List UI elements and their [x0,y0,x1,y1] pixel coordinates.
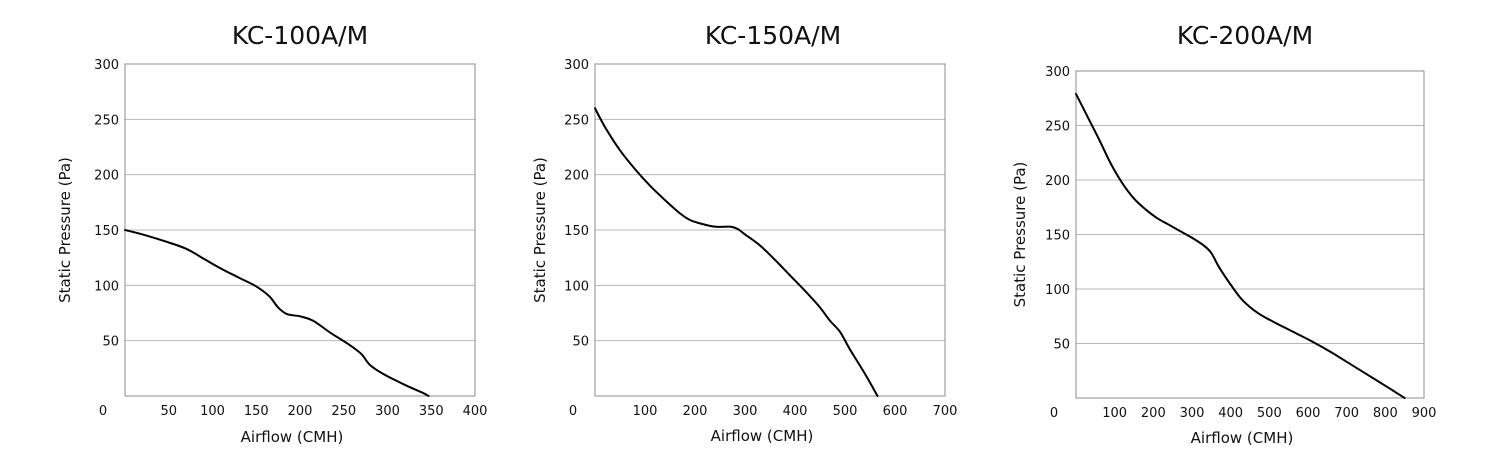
x-tick-label: 900 [1412,406,1437,421]
y-tick-label: 50 [1053,338,1070,353]
y-tick-label: 250 [94,113,119,128]
x-tick-label: 200 [288,404,313,419]
x-axis-label: Airflow (CMH) [241,428,344,446]
x-tick-label: 400 [1218,406,1243,421]
y-tick-label: 50 [102,335,119,350]
x-tick-label: 100 [1102,406,1127,421]
x-axis-label: Airflow (CMH) [711,427,814,445]
y-axis-label: Static Pressure (Pa) [56,157,74,303]
x-tick-label: 100 [633,404,658,419]
x-tick-label: 500 [1257,406,1282,421]
chart-2: KC-150A/M 50 100 150 200 250 300 0 100 200 300 400 5… [531,21,957,445]
x-tick-label: 150 [244,404,269,419]
x-tick-label: 300 [375,404,400,419]
plot-frame [594,63,946,397]
y-tick-label: 200 [94,169,119,184]
x-tick-label: 700 [933,404,958,419]
x-tick-label: 300 [1180,406,1205,421]
y-tick-label: 150 [1045,229,1070,244]
performance-curve [1075,92,1406,399]
performance-curve [594,107,879,397]
y-tick-label: 100 [94,279,119,294]
x-tick-label: 700 [1334,406,1359,421]
origin-tick-label: 0 [569,404,577,419]
y-tick-label: 300 [94,58,119,73]
x-tick-label: 200 [683,404,708,419]
x-tick-label: 400 [783,404,808,419]
y-tick-label: 300 [564,58,589,73]
x-tick-label: 400 [463,404,488,419]
y-tick-label: 250 [564,113,589,128]
x-tick-label: 800 [1373,406,1398,421]
x-tick-label: 50 [160,404,177,419]
y-tick-label: 200 [564,169,589,184]
x-tick-label: 200 [1141,406,1166,421]
x-tick-label: 250 [331,404,356,419]
y-tick-label: 200 [1045,174,1070,189]
chart-title: KC-200A/M [1177,21,1313,50]
plot-frame [1075,70,1425,399]
y-tick-label: 100 [1045,283,1070,298]
chart-title: KC-100A/M [232,21,368,50]
performance-curve [124,229,430,397]
chart-1: KC-100A/M 50 100 150 200 250 300 0 50 100 150 200 25… [56,21,487,446]
x-axis-label: Airflow (CMH) [1191,429,1294,447]
x-tick-label: 300 [733,404,758,419]
y-tick-label: 100 [564,279,589,294]
y-axis-label: Static Pressure (Pa) [1011,162,1029,308]
y-tick-label: 50 [572,335,589,350]
y-tick-label: 300 [1045,65,1070,80]
y-tick-label: 150 [94,224,119,239]
x-tick-label: 500 [833,404,858,419]
y-tick-label: 250 [1045,120,1070,135]
x-tick-label: 600 [1296,406,1321,421]
chart-3: KC-200A/M 50 100 150 200 250 300 0 100 200 300 400 5… [1011,21,1436,447]
origin-tick-label: 0 [1050,406,1058,421]
x-tick-label: 100 [200,404,225,419]
y-tick-label: 150 [564,224,589,239]
y-axis-label: Static Pressure (Pa) [531,157,549,303]
x-tick-label: 600 [883,404,908,419]
chart-title: KC-150A/M [705,21,841,50]
x-tick-label: 350 [419,404,444,419]
origin-tick-label: 0 [99,404,107,419]
